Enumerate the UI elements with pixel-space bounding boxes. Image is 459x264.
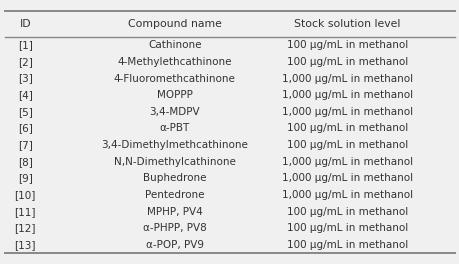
Text: 1,000 μg/mL in methanol: 1,000 μg/mL in methanol xyxy=(281,190,412,200)
Text: [12]: [12] xyxy=(15,223,36,233)
Text: ID: ID xyxy=(19,19,31,29)
Text: Cathinone: Cathinone xyxy=(148,40,201,50)
Text: α-PHPP, PV8: α-PHPP, PV8 xyxy=(143,223,206,233)
Text: 1,000 μg/mL in methanol: 1,000 μg/mL in methanol xyxy=(281,74,412,83)
Text: Buphedrone: Buphedrone xyxy=(143,173,206,183)
Text: 100 μg/mL in methanol: 100 μg/mL in methanol xyxy=(286,140,407,150)
Text: α-POP, PV9: α-POP, PV9 xyxy=(146,240,203,250)
Text: 3,4-MDPV: 3,4-MDPV xyxy=(149,107,200,117)
Text: 3,4-Dimethylmethcathinone: 3,4-Dimethylmethcathinone xyxy=(101,140,248,150)
Text: N,N-Dimethylcathinone: N,N-Dimethylcathinone xyxy=(114,157,235,167)
Text: 100 μg/mL in methanol: 100 μg/mL in methanol xyxy=(286,57,407,67)
Text: [1]: [1] xyxy=(18,40,33,50)
Text: Stock solution level: Stock solution level xyxy=(293,19,400,29)
Text: 100 μg/mL in methanol: 100 μg/mL in methanol xyxy=(286,124,407,133)
Text: MOPPP: MOPPP xyxy=(157,90,192,100)
Text: 4-Methylethcathinone: 4-Methylethcathinone xyxy=(118,57,231,67)
Text: 100 μg/mL in methanol: 100 μg/mL in methanol xyxy=(286,240,407,250)
Text: 100 μg/mL in methanol: 100 μg/mL in methanol xyxy=(286,207,407,216)
Text: 1,000 μg/mL in methanol: 1,000 μg/mL in methanol xyxy=(281,173,412,183)
Text: 1,000 μg/mL in methanol: 1,000 μg/mL in methanol xyxy=(281,90,412,100)
Text: [10]: [10] xyxy=(15,190,36,200)
Text: [3]: [3] xyxy=(18,74,33,83)
Text: [7]: [7] xyxy=(18,140,33,150)
Text: [11]: [11] xyxy=(15,207,36,216)
Text: [9]: [9] xyxy=(18,173,33,183)
Text: Compound name: Compound name xyxy=(128,19,221,29)
Text: Pentedrone: Pentedrone xyxy=(145,190,204,200)
Text: [8]: [8] xyxy=(18,157,33,167)
Text: [6]: [6] xyxy=(18,124,33,133)
Text: [13]: [13] xyxy=(15,240,36,250)
Text: 1,000 μg/mL in methanol: 1,000 μg/mL in methanol xyxy=(281,157,412,167)
Text: 100 μg/mL in methanol: 100 μg/mL in methanol xyxy=(286,223,407,233)
Text: 100 μg/mL in methanol: 100 μg/mL in methanol xyxy=(286,40,407,50)
Text: [5]: [5] xyxy=(18,107,33,117)
Text: [4]: [4] xyxy=(18,90,33,100)
Text: 4-Fluoromethcathinone: 4-Fluoromethcathinone xyxy=(114,74,235,83)
Text: MPHP, PV4: MPHP, PV4 xyxy=(146,207,202,216)
Text: 1,000 μg/mL in methanol: 1,000 μg/mL in methanol xyxy=(281,107,412,117)
Text: [2]: [2] xyxy=(18,57,33,67)
Text: α-PBT: α-PBT xyxy=(159,124,190,133)
